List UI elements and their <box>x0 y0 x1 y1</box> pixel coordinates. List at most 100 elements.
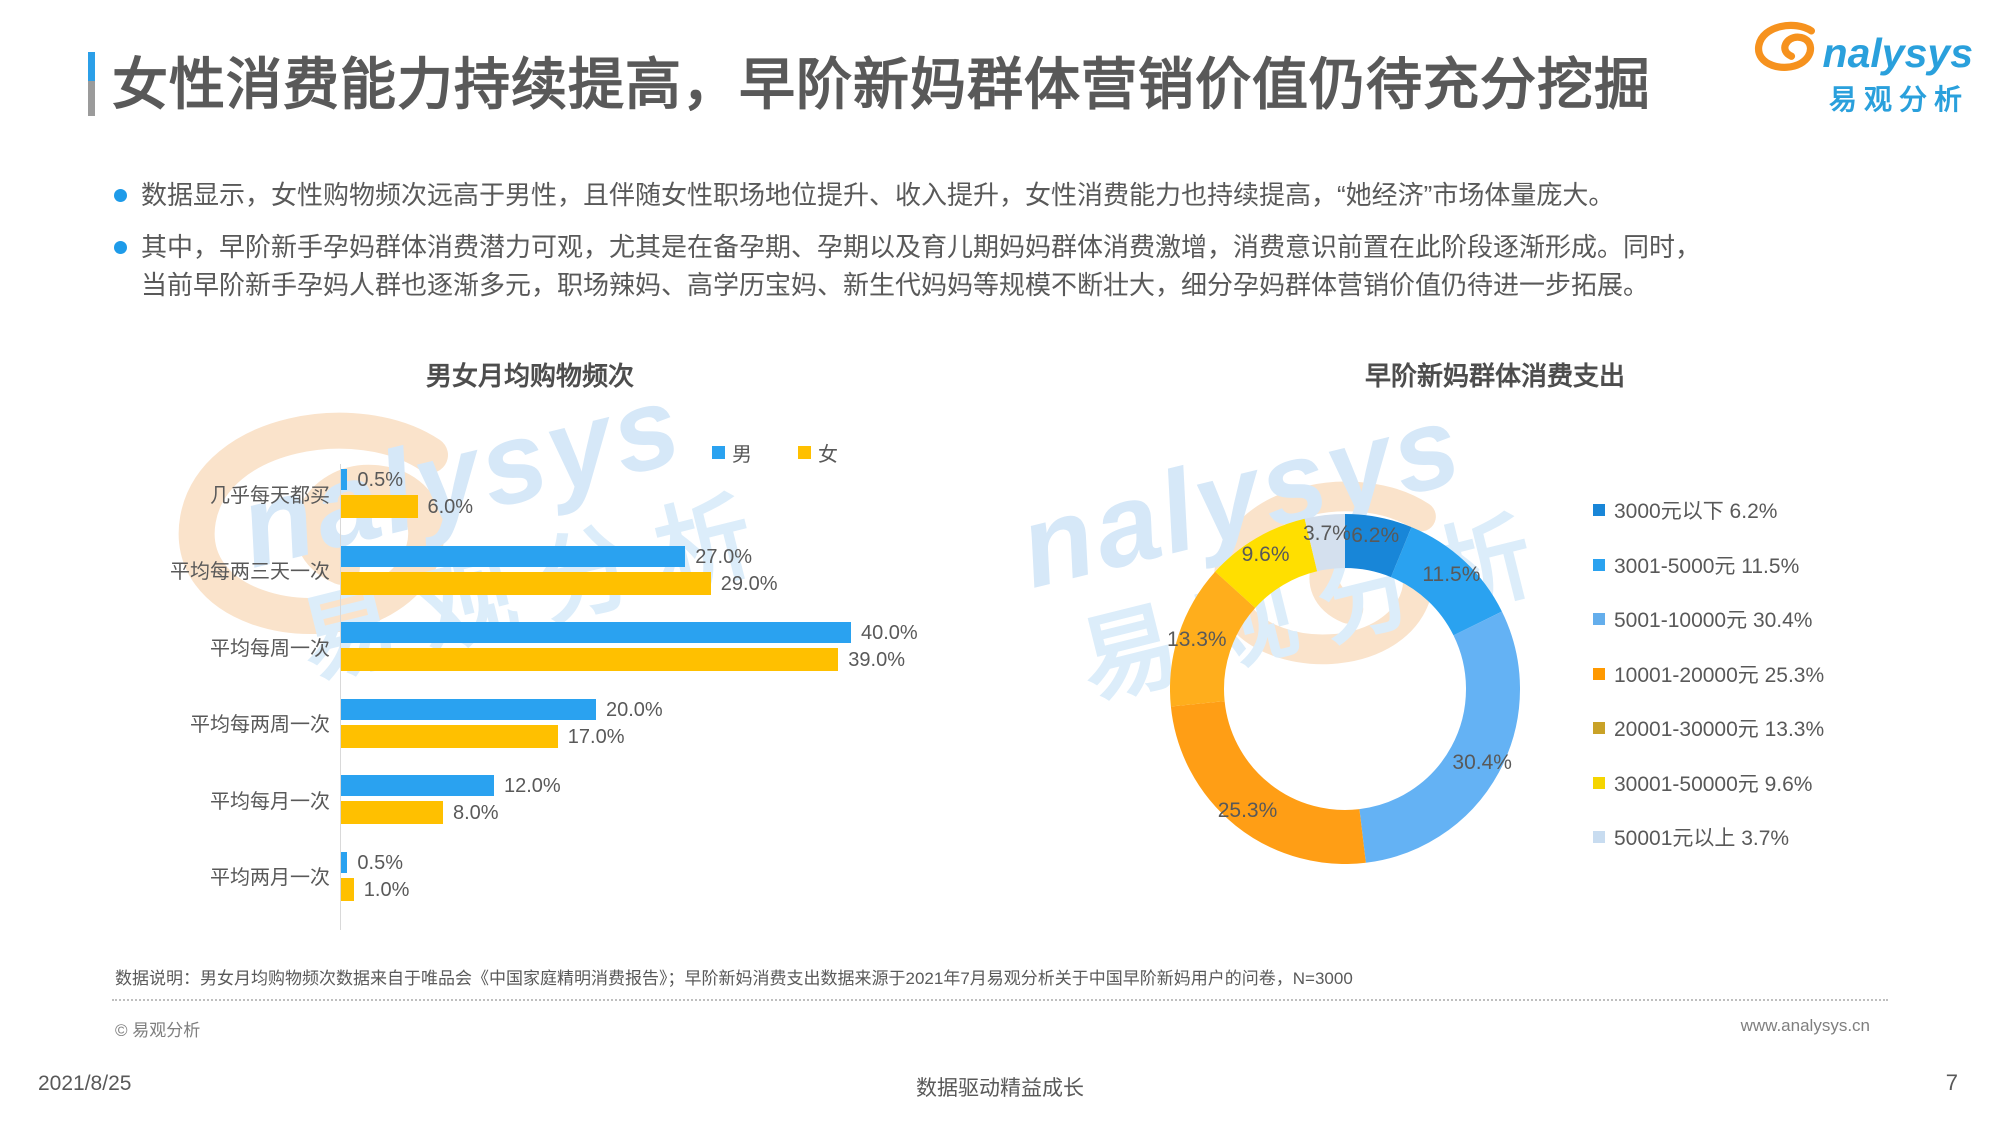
bar-category-label: 平均两月一次 <box>210 867 330 889</box>
donut-legend-label: 3001-5000元 11.5% <box>1614 554 1800 578</box>
donut-slice <box>1170 700 1366 864</box>
donut-legend-item: 50001元以上 3.7% <box>1593 810 1824 865</box>
donut-legend-label: 5001-10000元 30.4% <box>1614 609 1813 633</box>
donut-legend-label: 10001-20000元 25.3% <box>1614 663 1825 687</box>
bar <box>341 571 711 595</box>
bar-category-row: 平均每月一次 12.0% 8.0% <box>100 774 980 851</box>
bullet-line: 当前早阶新手孕妈人群也逐渐多元，职场辣妈、高学历宝妈、新生代妈妈等规模不断壮大，… <box>141 270 1650 300</box>
bar-value-label: 27.0% <box>695 545 753 568</box>
bar-legend-label: 男 <box>732 444 752 466</box>
bar-chart-panel: 男女月均购物频次 男女 几乎每天都买 0.5% 6.0% 平均每两三天一次 27.0% 2… <box>100 356 980 941</box>
bar-value-label: 6.0% <box>427 496 474 518</box>
bar-category-label: 平均每两三天一次 <box>170 561 330 583</box>
page-title: 女性消费能力持续提高，早阶新妈群体营销价值仍待充分挖掘 <box>112 53 1651 116</box>
bar-chart-legend: 男女 <box>712 438 838 467</box>
bar-value-label: 0.5% <box>357 469 403 491</box>
bar <box>341 775 494 796</box>
donut-legend-item: 10001-20000元 25.3% <box>1593 647 1824 702</box>
bar <box>341 648 839 671</box>
logo-wordmark: nalysys <box>1822 30 1973 76</box>
bullet-dot-icon <box>114 241 127 254</box>
bar <box>341 724 558 748</box>
data-source-note: 数据说明：男女月均购物频次数据来自于唯品会《中国家庭精明消费报告》；早阶新妈消费… <box>115 969 1353 988</box>
bar-category-label: 平均每周一次 <box>210 637 330 660</box>
bar-value-label: 12.0% <box>504 775 561 797</box>
donut-slice-labels: 6.2% 11.5% 30.4% 25.3% 13.3% 9.6% 3.7% <box>1150 356 1960 941</box>
bar-category-row: 平均每两三天一次 27.0% 29.0% <box>100 545 980 622</box>
bullet-text: 数据显示，女性购物频次远高于男性，且伴随女性职场地位提升、收入提升，女性消费能力… <box>141 176 1614 214</box>
legend-swatch <box>1593 504 1605 517</box>
donut-slice <box>1358 611 1520 863</box>
copyright-text: © 易观分析 <box>115 1021 201 1040</box>
bullet-item: 数据显示，女性购物频次远高于男性，且伴随女性职场地位提升、收入提升，女性消费能力… <box>114 176 1924 214</box>
bar-chart-title: 男女月均购物频次 <box>425 361 634 391</box>
donut-chart-panel: 早阶新妈群体消费支出 6.2% 11.5% 30.4% 25.3% 13.3% 9.6% 3… <box>1150 356 1960 941</box>
page-number: 7 <box>1945 1070 1958 1095</box>
donut-legend-label: 30001-50000元 9.6% <box>1614 772 1813 796</box>
bar-category-label: 几乎每天都买 <box>210 484 330 507</box>
bullet-text: 其中，早阶新手孕妈群体消费潜力可观，尤其是在备孕期、孕期以及育儿期妈妈群体消费激… <box>141 228 1701 304</box>
donut-slice-label: 6.2% <box>1351 523 1400 547</box>
bullet-item: 其中，早阶新手孕妈群体消费潜力可观，尤其是在备孕期、孕期以及育儿期妈妈群体消费激… <box>114 228 1924 304</box>
bar <box>341 801 443 824</box>
bar-legend-item: 女 <box>798 438 838 467</box>
legend-swatch <box>1593 722 1605 735</box>
bar-category-row: 平均每周一次 40.0% 39.0% <box>100 621 980 698</box>
donut-legend-item: 20001-30000元 13.3% <box>1593 701 1824 756</box>
analysys-swirl-icon <box>1755 21 1816 71</box>
bar-legend-item: 男 <box>712 438 752 467</box>
donut-slice-label: 11.5% <box>1422 562 1481 586</box>
website-url: www.analysys.cn <box>1740 1016 1870 1035</box>
bar <box>341 469 348 490</box>
donut-legend-item: 5001-10000元 30.4% <box>1593 592 1824 647</box>
bar-category-label: 平均每月一次 <box>210 790 330 813</box>
bar-legend-label: 女 <box>818 444 838 466</box>
donut-legend-item: 3001-5000元 11.5% <box>1593 538 1824 593</box>
donut-legend-label: 50001元以上 3.7% <box>1614 827 1790 851</box>
bar-category-row: 平均两月一次 0.5% 1.0% <box>100 851 980 928</box>
bar <box>341 495 418 518</box>
bar <box>341 622 851 643</box>
footer-slogan: 数据驱动精益成长 <box>916 1077 1084 1100</box>
legend-swatch <box>1593 667 1605 680</box>
donut-slice-label: 3.7% <box>1302 522 1351 546</box>
bar-value-label: 20.0% <box>606 698 663 721</box>
legend-swatch <box>1593 831 1605 844</box>
donut-legend-label: 3000元以下 6.2% <box>1614 500 1778 524</box>
bar-chart-axis-line <box>340 464 341 930</box>
bar-value-label: 1.0% <box>363 878 410 901</box>
legend-swatch <box>712 446 725 459</box>
bar-chart-plot: 几乎每天都买 0.5% 6.0% 平均每两三天一次 27.0% 29.0% 平均每周一次 40… <box>100 464 980 930</box>
footer-divider <box>112 999 1888 1001</box>
bar-value-label: 29.0% <box>720 572 778 595</box>
bullet-line: 数据显示，女性购物频次远高于男性，且伴随女性职场地位提升、收入提升，女性消费能力… <box>141 180 1615 210</box>
donut-slice-label: 30.4% <box>1452 751 1512 775</box>
bar <box>341 698 596 720</box>
bar-category-row: 平均每两周一次 20.0% 17.0% <box>100 698 980 775</box>
bar <box>341 545 686 567</box>
legend-swatch <box>1593 558 1605 571</box>
bar-value-label: 40.0% <box>861 622 918 644</box>
title-accent-bar <box>88 52 95 116</box>
bar <box>341 851 348 873</box>
bar-category-row: 几乎每天都买 0.5% 6.0% <box>100 468 980 545</box>
logo-chinese-name: 易观分析 <box>1828 84 1969 115</box>
donut-slice-label: 9.6% <box>1241 542 1290 566</box>
donut-chart-title: 早阶新妈群体消费支出 <box>1364 361 1625 391</box>
summary-bullets: 数据显示，女性购物频次远高于男性，且伴随女性职场地位提升、收入提升，女性消费能力… <box>114 176 1924 318</box>
donut-slice-label: 13.3% <box>1167 628 1227 652</box>
analysys-logo: nalysys 易观分析 <box>1748 20 1973 118</box>
donut-legend-item: 30001-50000元 9.6% <box>1593 756 1824 811</box>
donut-slice-label: 25.3% <box>1217 798 1278 822</box>
slide-date: 2021/8/25 <box>38 1072 132 1095</box>
bar-value-label: 39.0% <box>848 649 906 671</box>
bar-category-label: 平均每两周一次 <box>190 714 330 736</box>
legend-swatch <box>798 446 811 459</box>
bar <box>341 877 354 901</box>
donut-legend-label: 20001-30000元 13.3% <box>1614 718 1825 742</box>
bar-value-label: 17.0% <box>567 725 625 748</box>
bullet-dot-icon <box>114 189 127 202</box>
bar-value-label: 8.0% <box>453 802 499 824</box>
legend-swatch <box>1593 776 1605 789</box>
